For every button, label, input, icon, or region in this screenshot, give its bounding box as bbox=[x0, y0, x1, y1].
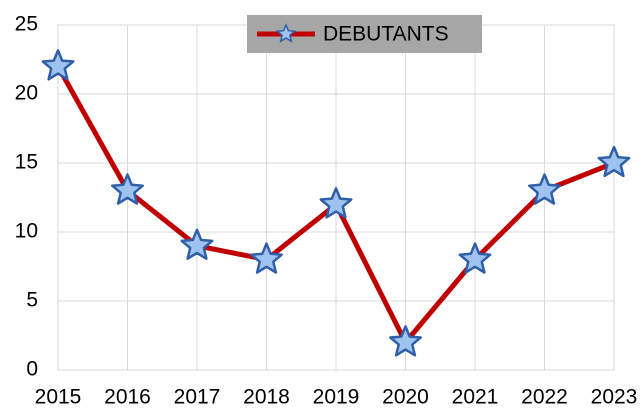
x-tick-label: 2019 bbox=[313, 386, 360, 409]
data-point bbox=[389, 325, 422, 357]
x-tick-label: 2020 bbox=[382, 386, 429, 409]
data-point bbox=[597, 145, 631, 178]
data-point bbox=[528, 173, 561, 205]
data-point bbox=[319, 187, 353, 219]
legend-marker bbox=[275, 23, 297, 43]
x-tick-label: 2022 bbox=[521, 386, 568, 409]
y-tick-label: 0 bbox=[26, 358, 38, 381]
data-point bbox=[41, 49, 75, 81]
x-tick-label: 2023 bbox=[591, 386, 638, 409]
x-tick-label: 2015 bbox=[35, 386, 82, 409]
x-tick-label: 2016 bbox=[104, 386, 151, 409]
y-tick-label: 10 bbox=[15, 220, 38, 243]
data-point bbox=[458, 242, 492, 274]
data-point bbox=[180, 228, 214, 260]
data-point bbox=[111, 173, 144, 205]
y-tick-label: 5 bbox=[26, 289, 38, 312]
y-tick-label: 15 bbox=[15, 151, 38, 174]
x-tick-label: 2018 bbox=[243, 386, 290, 409]
y-tick-label: 25 bbox=[15, 13, 38, 36]
y-tick-label: 20 bbox=[15, 82, 38, 105]
x-tick-label: 2021 bbox=[452, 386, 499, 409]
data-point bbox=[250, 242, 283, 274]
legend-label: DEBUTANTS bbox=[323, 23, 449, 46]
x-tick-label: 2017 bbox=[174, 386, 221, 409]
